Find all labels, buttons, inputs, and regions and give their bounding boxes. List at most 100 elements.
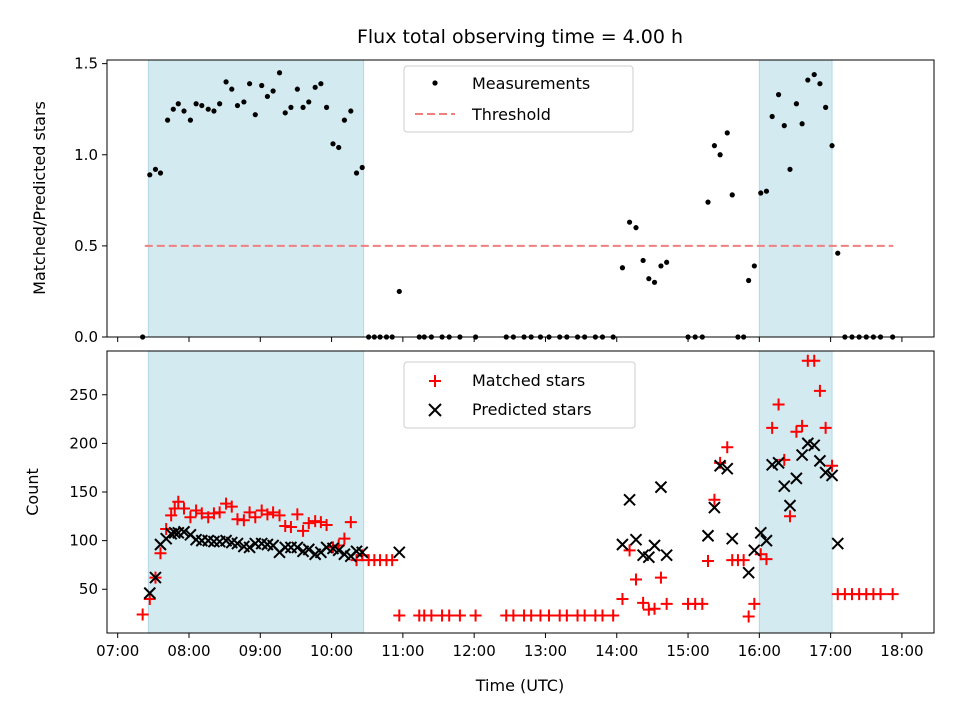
legend-threshold-label: Threshold (471, 105, 551, 124)
bottom-y-tick-label: 100 (69, 532, 98, 550)
matched-star-point (721, 441, 734, 454)
measurement-point (318, 81, 324, 87)
measurement-point (252, 112, 258, 118)
measurement-point (181, 108, 187, 114)
measurement-point (829, 143, 835, 149)
matched-star-point (696, 597, 709, 610)
bottom-x-axis: 07:00 08:00 09:00 10:00 11:00 12:00 13:00 14:00… (96, 633, 924, 660)
bottom-legend-box (403, 361, 636, 429)
measurement-point (781, 123, 787, 129)
measurement-point (817, 81, 823, 87)
top-y-tick-label: 1.5 (74, 55, 98, 73)
x-tick-label: 09:00 (239, 642, 282, 660)
measurement-point (229, 86, 235, 92)
matched-star-point (154, 547, 167, 560)
measurement-point (330, 141, 336, 147)
x-axis-label: Time (UTC) (475, 676, 564, 695)
predicted-star-points (143, 437, 844, 600)
predicted-star-point (629, 533, 643, 546)
measurement-point (729, 192, 735, 198)
matched-star-point (874, 588, 887, 601)
top-y-axis: 0.0 0.5 1.0 1.5 (74, 55, 107, 346)
matched-star-point (302, 517, 315, 530)
measurement-point (187, 117, 194, 123)
bottom-y-axis-label: Count (23, 468, 42, 516)
predicted-star-point (149, 571, 162, 584)
predicted-star-point (748, 544, 761, 557)
matched-star-point (314, 516, 327, 529)
matched-star-point (616, 592, 629, 605)
matched-star-point (543, 609, 556, 622)
measurement-point (396, 288, 402, 295)
predicted-star-point (207, 535, 221, 548)
matched-star-point (443, 609, 456, 622)
x-tick-label: 14:00 (595, 642, 638, 660)
measurement-point (170, 106, 176, 112)
matched-star-point (507, 609, 520, 622)
measurement-point (246, 81, 253, 87)
predicted-star-point (721, 462, 734, 475)
predicted-star-point (726, 532, 739, 545)
x-tick-label: 16:00 (738, 642, 781, 660)
top-panel: 0.0 0.5 1.0 1.5 Matched/Predicted stars Mea… (30, 55, 935, 346)
matched-star-point (393, 609, 406, 622)
matched-star-point (560, 609, 573, 622)
measurement-point (711, 143, 718, 149)
x-tick-label: 10:00 (310, 642, 353, 660)
predicted-star-point (231, 537, 244, 550)
matched-star-point (790, 425, 803, 438)
matched-star-point (338, 532, 351, 545)
matched-star-point (249, 511, 262, 524)
predicted-star-point (783, 499, 797, 512)
measurement-point (199, 102, 205, 109)
bottom-shaded-interval-1 (147, 350, 365, 634)
matched-star-point (813, 384, 826, 397)
measurement-point (717, 152, 723, 158)
x-tick-label: 12:00 (453, 642, 496, 660)
matched-star-point (297, 524, 310, 537)
measurement-point (193, 101, 199, 107)
matched-star-point (742, 610, 755, 623)
measurement-point (758, 190, 764, 196)
matched-star-point (386, 554, 399, 567)
measurement-point (633, 225, 639, 231)
measurement-point (276, 70, 283, 76)
measurement-point (658, 263, 664, 269)
matched-star-point (772, 398, 785, 411)
bottom-panel: 50 100 150 200 250 07:00 08:00 09:00 10:00 11:00… (23, 350, 935, 695)
matched-star-point (783, 510, 796, 523)
matched-star-point (469, 609, 482, 622)
matched-star-point (648, 602, 661, 615)
predicted-star-point (754, 526, 767, 540)
predicted-star-point (648, 539, 661, 552)
x-tick-label: 15:00 (666, 642, 709, 660)
measurement-point (234, 102, 241, 109)
matched-star-point (766, 421, 779, 434)
predicted-star-point (623, 493, 636, 506)
predicted-star-point (790, 472, 803, 485)
matched-star-point (654, 571, 667, 584)
predicted-star-point (642, 550, 656, 564)
bottom-shaded-intervals (147, 350, 833, 634)
bottom-y-tick-label: 250 (69, 386, 98, 404)
bottom-shaded-interval-2 (758, 350, 833, 634)
measurement-point (763, 188, 770, 194)
measurement-point (259, 82, 265, 89)
bottom-y-tick-label: 150 (69, 483, 98, 501)
predicted-star-point (143, 586, 156, 600)
predicted-star-point (778, 479, 791, 493)
matched-star-point (708, 493, 721, 506)
top-legend: Measurements Threshold (403, 65, 634, 133)
measurement-point (746, 277, 752, 284)
measurement-point (306, 99, 312, 105)
matched-star-point (220, 497, 233, 510)
predicted-star-point (302, 543, 315, 556)
x-tick-label: 07:00 (96, 642, 139, 660)
matched-star-point (760, 553, 773, 566)
predicted-star-point (831, 537, 844, 550)
matched-star-points (136, 354, 899, 623)
matched-star-point (425, 609, 438, 622)
matched-star-point (623, 544, 636, 557)
measurement-point (835, 250, 841, 256)
